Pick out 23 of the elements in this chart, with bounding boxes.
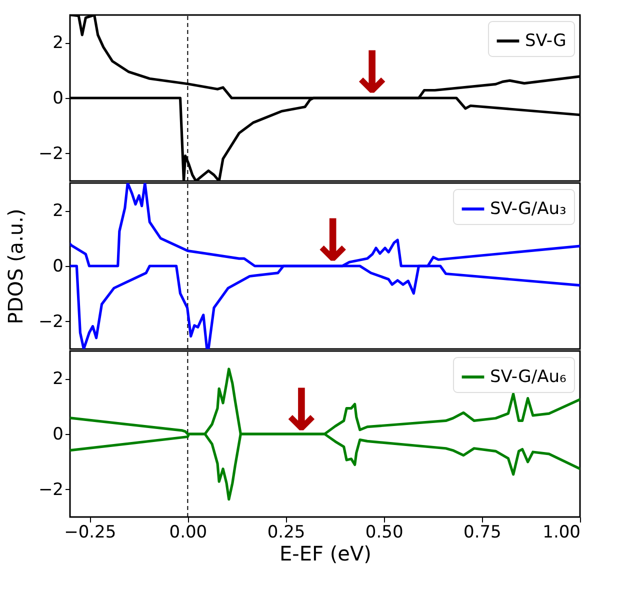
x-tick-label: −0.25 (64, 522, 116, 542)
annotation: ↓ (308, 206, 358, 274)
x-tick-label: 0.75 (463, 522, 502, 542)
legend-label: SV-G/Au₃ (490, 199, 566, 219)
y-tick-label: 2 (52, 201, 64, 222)
y-tick-label: −2 (38, 312, 64, 332)
x-tick-label: 1.00 (542, 522, 580, 542)
y-tick-label: 2 (52, 369, 64, 390)
annotation: ↓ (277, 376, 326, 444)
legend-label: SV-G (525, 31, 566, 51)
y-axis-title: PDOS (a.u.) (3, 208, 28, 324)
y-tick-label: 2 (52, 33, 64, 54)
legend-label: SV-G/Au₆ (490, 367, 566, 387)
y-tick-label: 0 (52, 88, 64, 108)
y-tick-label: −2 (38, 144, 64, 164)
y-tick-label: 0 (52, 424, 64, 444)
x-tick-label: 0.25 (267, 522, 306, 542)
annotation: ↓ (348, 38, 396, 106)
y-tick-label: 0 (52, 256, 64, 276)
y-tick-label: −2 (38, 480, 64, 500)
x-tick-label: 0.00 (169, 522, 208, 542)
x-axis-title: E-EF (eV) (280, 542, 372, 566)
x-tick-label: 0.50 (365, 522, 404, 542)
